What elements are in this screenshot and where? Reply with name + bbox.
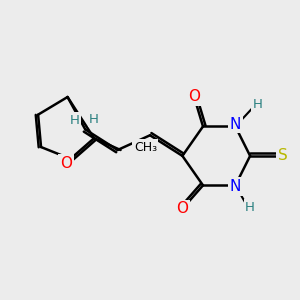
Text: H: H	[70, 114, 80, 127]
Text: H: H	[253, 98, 262, 111]
Text: O: O	[60, 156, 72, 171]
Text: N: N	[230, 117, 241, 132]
Text: H: H	[245, 201, 255, 214]
Text: S: S	[278, 148, 287, 164]
Text: O: O	[188, 89, 200, 104]
Text: H: H	[89, 112, 99, 126]
Text: CH₃: CH₃	[134, 141, 157, 154]
Text: O: O	[176, 201, 188, 216]
Text: N: N	[230, 179, 241, 194]
